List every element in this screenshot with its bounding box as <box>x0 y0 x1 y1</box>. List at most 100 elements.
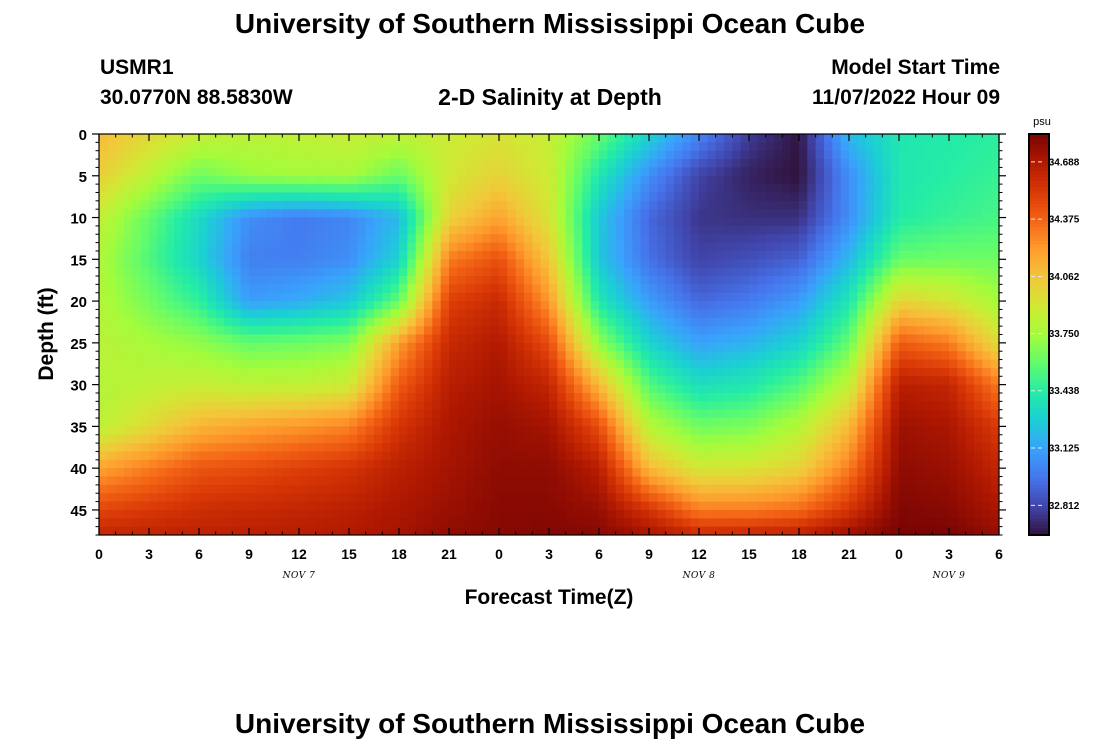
heatmap-cell <box>265 175 275 185</box>
heatmap-cell <box>365 142 375 152</box>
heatmap-cell <box>890 418 900 427</box>
heatmap-cell <box>699 426 708 436</box>
heatmap-cell <box>590 192 600 202</box>
heatmap-cell <box>915 217 925 227</box>
heatmap-cell <box>199 476 208 486</box>
heatmap-cell <box>640 309 650 319</box>
heatmap-cell <box>749 426 758 436</box>
heatmap-cell <box>265 434 275 444</box>
heatmap-cell <box>657 284 667 294</box>
heatmap-cell <box>449 267 458 277</box>
heatmap-cell <box>615 367 625 377</box>
heatmap-cell <box>274 184 283 194</box>
heatmap-cell <box>274 493 283 503</box>
heatmap-cell <box>324 384 333 394</box>
heatmap-cell <box>874 484 883 494</box>
heatmap-cell <box>407 509 417 519</box>
heatmap-cell <box>582 434 592 444</box>
heatmap-cell <box>782 518 792 528</box>
heatmap-cell <box>374 284 383 294</box>
heatmap-cell <box>757 418 767 427</box>
heatmap-cell <box>465 167 475 177</box>
heatmap-cell <box>232 418 242 427</box>
heatmap-cell <box>815 259 825 269</box>
heatmap-cell <box>907 443 917 453</box>
heatmap-cell <box>899 134 908 143</box>
heatmap-cell <box>399 175 408 185</box>
heatmap-cell <box>249 501 258 511</box>
heatmap-cell <box>607 509 617 519</box>
heatmap-cell <box>190 326 200 336</box>
model-start-label: Model Start Time <box>831 56 1000 79</box>
heatmap-cell <box>607 434 617 444</box>
heatmap-cell <box>540 493 550 503</box>
heatmap-cell <box>649 476 658 486</box>
heatmap-cell <box>374 342 383 352</box>
heatmap-cell <box>957 276 967 285</box>
heatmap-cell <box>199 443 208 453</box>
heatmap-cell <box>515 334 525 344</box>
heatmap-cell <box>115 409 125 419</box>
heatmap-cell <box>207 376 217 386</box>
heatmap-cell <box>557 376 567 386</box>
heatmap-cell <box>390 276 400 285</box>
heatmap-cell <box>224 526 233 535</box>
heatmap-cell <box>399 200 408 210</box>
heatmap-cell <box>240 468 250 478</box>
heatmap-cell <box>674 367 683 377</box>
heatmap-cell <box>207 468 217 478</box>
heatmap-cell <box>582 184 592 194</box>
heatmap-cell <box>157 367 167 377</box>
heatmap-cell <box>565 518 575 528</box>
heatmap-cell <box>657 309 667 319</box>
heatmap-cell <box>182 401 192 411</box>
heatmap-cell <box>415 476 425 486</box>
heatmap-cell <box>940 242 950 252</box>
heatmap-cell <box>382 526 392 535</box>
heatmap-cell <box>565 217 575 227</box>
heatmap-cell <box>132 459 142 469</box>
heatmap-cell <box>899 276 908 285</box>
heatmap-cell <box>349 342 358 352</box>
heatmap-cell <box>674 192 683 202</box>
heatmap-cell <box>207 459 217 469</box>
heatmap-cell <box>149 276 158 285</box>
heatmap-cell <box>524 518 533 528</box>
heatmap-cell <box>349 409 358 419</box>
heatmap-cell <box>474 209 483 219</box>
heatmap-cell <box>224 209 233 219</box>
heatmap-cell <box>357 192 367 202</box>
heatmap-cell <box>382 209 392 219</box>
heatmap-cell <box>490 209 500 219</box>
heatmap-cell <box>815 167 825 177</box>
heatmap-cell <box>207 326 217 336</box>
heatmap-cell <box>190 242 200 252</box>
heatmap-cell <box>849 192 858 202</box>
heatmap-cell <box>649 401 658 411</box>
heatmap-cell <box>915 409 925 419</box>
heatmap-cell <box>940 426 950 436</box>
heatmap-cell <box>315 142 325 152</box>
heatmap-cell <box>882 217 892 227</box>
heatmap-cell <box>874 267 883 277</box>
heatmap-cell <box>482 301 492 311</box>
heatmap-cell <box>390 418 400 427</box>
heatmap-cell <box>940 292 950 302</box>
heatmap-cell <box>907 351 917 361</box>
heatmap-cell <box>632 384 642 394</box>
heatmap-cell <box>857 509 867 519</box>
heatmap-cell <box>590 493 600 503</box>
heatmap-cell <box>874 451 883 461</box>
heatmap-cell <box>190 434 200 444</box>
heatmap-cell <box>499 493 508 503</box>
heatmap-cell <box>365 443 375 453</box>
heatmap-cell <box>832 426 842 436</box>
heatmap-cell <box>899 259 908 269</box>
heatmap-cell <box>107 392 117 402</box>
heatmap-cell <box>865 342 875 352</box>
heatmap-cell <box>665 501 675 511</box>
heatmap-cell <box>657 484 667 494</box>
heatmap-cell <box>265 459 275 469</box>
heatmap-cell <box>890 409 900 419</box>
heatmap-cell <box>382 250 392 260</box>
